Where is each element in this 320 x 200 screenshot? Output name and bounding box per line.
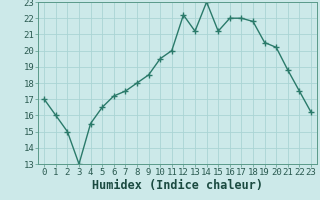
X-axis label: Humidex (Indice chaleur): Humidex (Indice chaleur) <box>92 179 263 192</box>
